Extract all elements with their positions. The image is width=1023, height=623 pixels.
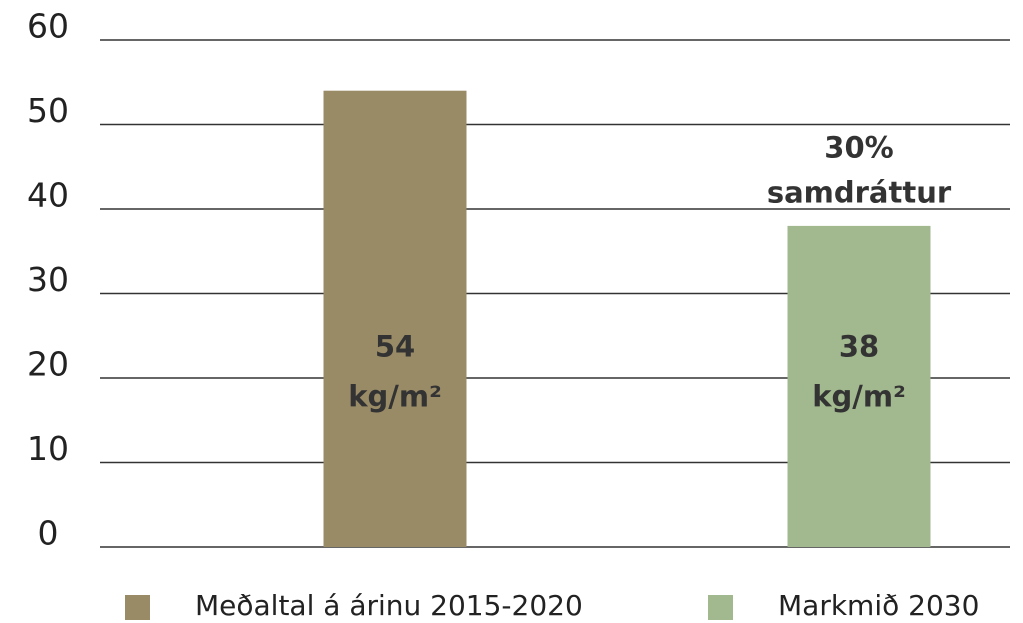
y-tick-label: 60: [27, 7, 69, 46]
y-tick-label: 10: [27, 429, 69, 468]
bar: [323, 90, 467, 547]
y-tick-label: 50: [27, 91, 69, 130]
bar: [787, 225, 931, 547]
legend-swatch: [125, 595, 150, 620]
legend-label: Markmið 2030: [778, 589, 979, 622]
y-tick-label: 40: [27, 176, 69, 215]
legend-label: Meðaltal á árinu 2015-2020: [195, 589, 583, 622]
annotation: 30% samdráttur: [767, 131, 952, 210]
y-tick-label: 30: [27, 260, 69, 299]
data-label: 38 kg/m²: [812, 330, 906, 414]
data-label: 54 kg/m²: [348, 330, 442, 414]
legend-swatch: [708, 595, 733, 620]
y-tick-label: 20: [27, 345, 69, 384]
y-tick-label: 0: [38, 514, 59, 553]
